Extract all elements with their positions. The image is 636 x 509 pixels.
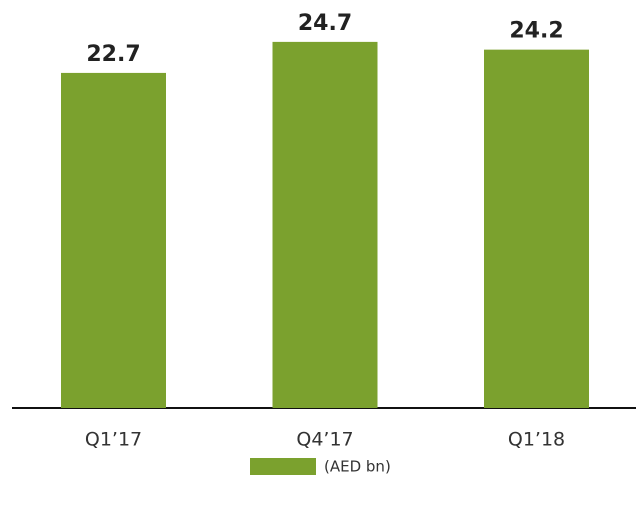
bar <box>484 49 589 409</box>
legend-swatch <box>250 458 316 475</box>
x-tick-label: Q1’17 <box>85 429 142 451</box>
value-label: 22.7 <box>86 42 140 67</box>
value-label: 24.2 <box>509 19 563 44</box>
x-tick-label: Q4’17 <box>296 429 353 451</box>
bar <box>61 72 166 409</box>
bar <box>272 41 378 409</box>
value-label: 24.7 <box>298 11 352 36</box>
legend-label: (AED bn) <box>324 458 391 476</box>
x-tick-label: Q1’18 <box>508 429 565 451</box>
